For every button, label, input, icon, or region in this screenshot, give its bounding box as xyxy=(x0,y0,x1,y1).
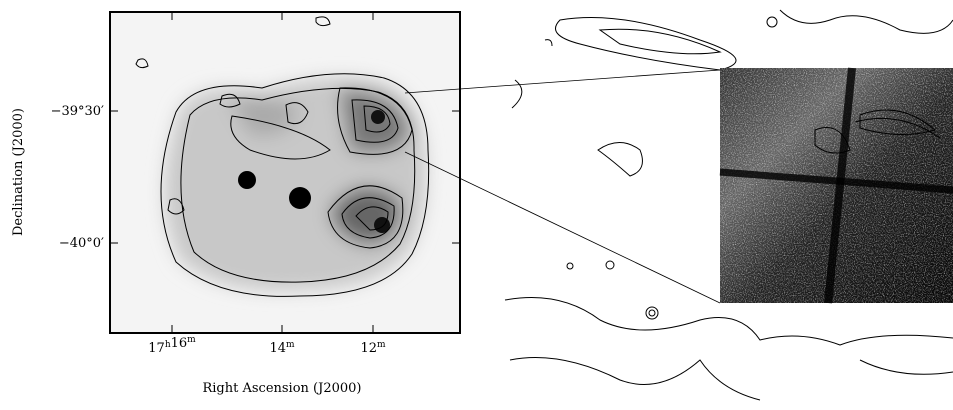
tick-number: 16 xyxy=(171,336,188,351)
tick-unit: m xyxy=(377,340,386,350)
frame xyxy=(109,11,461,334)
y-axis-label: Declination (J2000) xyxy=(11,108,26,236)
tick-unit: m xyxy=(187,335,196,345)
x-axis-label: Right Ascension (J2000) xyxy=(202,381,361,396)
tick-unit: m xyxy=(286,340,295,350)
tick-marks xyxy=(110,12,460,333)
x-tick-label: 14m xyxy=(269,340,295,356)
tick-number: 14 xyxy=(269,341,286,356)
x-tick-label: 12m xyxy=(360,340,386,356)
y-tick-label: −39°30′ xyxy=(51,104,104,119)
tick-number: 12 xyxy=(360,341,377,356)
y-tick-label: −40°0′ xyxy=(59,236,104,251)
contour-map xyxy=(504,9,953,401)
radio-image xyxy=(110,12,460,333)
tick-number: 17 xyxy=(148,341,165,356)
tick-unit: h xyxy=(165,340,171,350)
xray-image xyxy=(719,67,953,304)
x-tick-label: 17h16m xyxy=(148,335,196,356)
connector-lines xyxy=(404,69,721,304)
